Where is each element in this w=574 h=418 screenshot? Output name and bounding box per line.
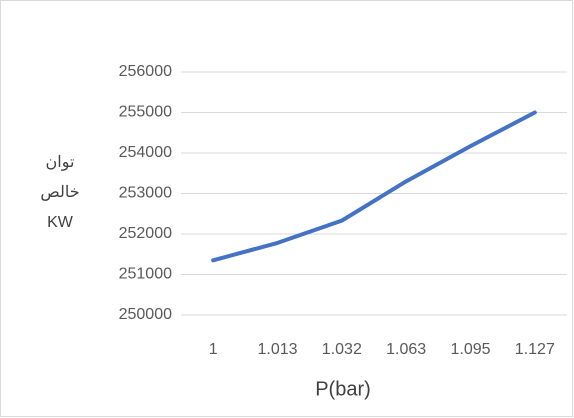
y-tick-label: 251000: [119, 266, 172, 283]
y-tick-label: 250000: [119, 306, 172, 323]
y-tick-label: 254000: [119, 144, 172, 161]
line-series: [211, 110, 537, 263]
x-tick-label: 1.013: [257, 341, 297, 358]
y-tick-label: 253000: [119, 185, 172, 202]
y-tick-label: 252000: [119, 225, 172, 242]
y-tick-label: 256000: [119, 63, 172, 80]
y-axis-title: خالص: [40, 184, 79, 201]
x-tick-label: 1.095: [450, 341, 490, 358]
x-tick-label: 1.032: [322, 341, 362, 358]
x-tick-label: 1.127: [515, 341, 555, 358]
y-tick-label: 255000: [119, 104, 172, 121]
x-tick-label: 1: [209, 341, 218, 358]
x-axis-title: P(bar): [315, 378, 371, 400]
y-axis-title: توان: [46, 154, 75, 171]
x-tick-label: 1.063: [386, 341, 426, 358]
y-axis-title: KW: [47, 214, 74, 231]
